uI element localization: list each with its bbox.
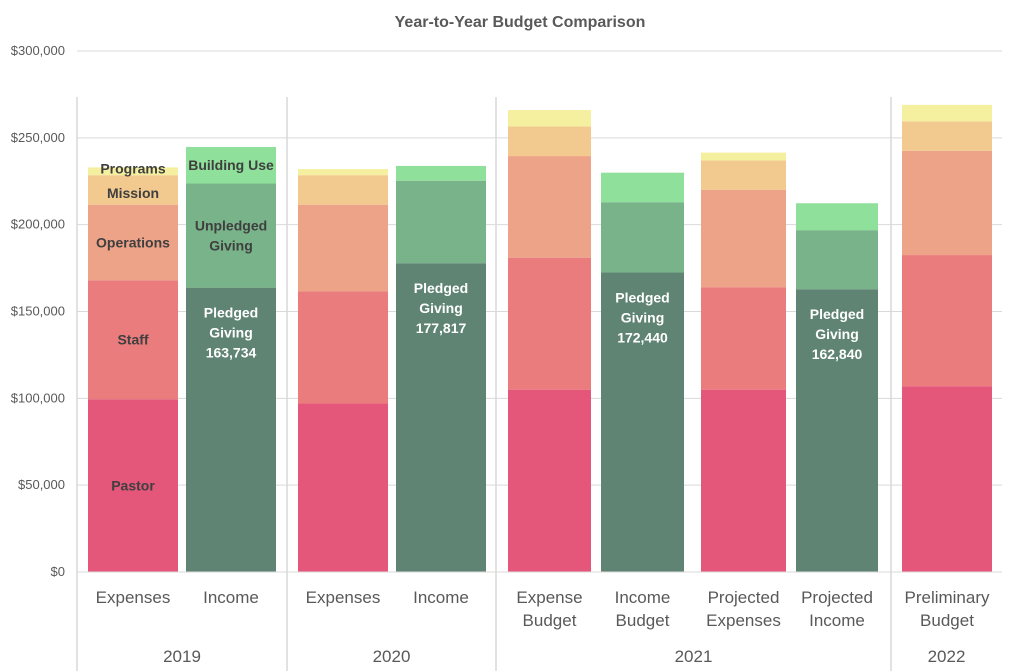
- bar-segment-pastor: [508, 389, 591, 572]
- bars: [88, 104, 992, 572]
- segment-labels: Pastor Staff Operations Mission Programs Pled…: [96, 157, 864, 493]
- y-tick-label: $300,000: [11, 43, 65, 58]
- y-tick-label: $100,000: [11, 390, 65, 405]
- segment-label-operations: Operations: [96, 234, 170, 250]
- segment-label-unpledged-giving: Unpledged Giving: [195, 218, 267, 254]
- bar-segment-mission: [701, 160, 786, 190]
- bar-segment-pastor: [902, 386, 992, 572]
- x-category-label: Preliminary Budget: [904, 588, 990, 630]
- bar-segment-programs: [701, 152, 786, 161]
- bar-segment-programs: [88, 167, 178, 176]
- bar-segment-pastor: [701, 389, 786, 572]
- bar-segment-staff: [298, 291, 388, 404]
- bar-segment-staff: [902, 255, 992, 387]
- year-label: 2021: [675, 647, 713, 666]
- x-category-label: Projected Income: [801, 588, 873, 630]
- bar-segment-unpledged-giving: [796, 230, 878, 290]
- y-tick-label: $50,000: [18, 477, 65, 492]
- bar-segment-operations: [902, 150, 992, 256]
- bar-segment-pastor: [88, 399, 178, 572]
- segment-label-pledged-giving: Pledged Giving 163,734: [204, 305, 258, 361]
- segment-label-pledged-giving: Pledged Giving 172,440: [615, 290, 669, 346]
- y-tick-label: $0: [51, 564, 65, 579]
- segment-label-mission: Mission: [107, 185, 159, 201]
- bar-segment-pledged-giving: [796, 289, 878, 572]
- chart-title: Year-to-Year Budget Comparison: [395, 14, 646, 31]
- y-axis: $0 $50,000 $100,000 $150,000 $200,000 $250,00…: [11, 43, 65, 579]
- y-tick-label: $250,000: [11, 130, 65, 145]
- bar-segment-building-use: [186, 146, 276, 184]
- y-tick-label: $200,000: [11, 217, 65, 232]
- bar-segment-programs: [298, 169, 388, 176]
- x-category-label: Expenses: [96, 588, 171, 607]
- bar-segment-building-use: [601, 172, 684, 203]
- bar-segment-mission: [508, 126, 591, 157]
- bar-segment-building-use: [796, 203, 878, 231]
- bar-segment-staff: [88, 280, 178, 400]
- bar-segment-building-use: [396, 165, 486, 181]
- bar-segment-pledged-giving: [396, 263, 486, 572]
- bar-segment-operations: [298, 204, 388, 292]
- bar-segment-operations: [701, 189, 786, 288]
- segment-label-pastor: Pastor: [111, 478, 155, 494]
- bar-segment-staff: [508, 257, 591, 390]
- bar-segment-mission: [902, 121, 992, 151]
- x-axis: Expenses Income 2019 Expenses Income 2020 Expe…: [76, 97, 1002, 671]
- bar-segment-pastor: [298, 403, 388, 572]
- x-category-label: Expense Budget: [516, 588, 582, 630]
- x-category-label: Expenses: [306, 588, 381, 607]
- bar-segment-programs: [508, 110, 591, 127]
- bar-segment-mission: [298, 175, 388, 205]
- segment-label-programs: Programs: [100, 160, 166, 176]
- bar-segment-unpledged-giving: [186, 183, 276, 288]
- x-category-label: Income: [203, 588, 259, 607]
- bar-segment-unpledged-giving: [601, 202, 684, 273]
- bar-segment-mission: [88, 175, 178, 205]
- year-label: 2020: [373, 647, 411, 666]
- bar-segment-unpledged-giving: [396, 180, 486, 264]
- segment-label-pledged-giving: Pledged Giving 177,817: [414, 280, 468, 336]
- bar-segment-pledged-giving: [601, 272, 684, 572]
- year-label: 2019: [163, 647, 201, 666]
- segment-label-staff: Staff: [117, 332, 148, 348]
- x-category-label: Projected Expenses: [706, 588, 781, 630]
- bar-segment-programs: [902, 104, 992, 122]
- bar-segment-staff: [701, 287, 786, 390]
- segment-label-building-use: Building Use: [188, 157, 274, 173]
- x-category-label: Income Budget: [615, 588, 671, 630]
- bar-segment-operations: [508, 156, 591, 258]
- bar-segment-operations: [88, 204, 178, 281]
- segment-label-pledged-giving: Pledged Giving 162,840: [810, 306, 864, 362]
- x-category-label: Income: [413, 588, 469, 607]
- year-label: 2022: [928, 647, 966, 666]
- bar-segment-pledged-giving: [186, 287, 276, 572]
- y-tick-label: $150,000: [11, 304, 65, 319]
